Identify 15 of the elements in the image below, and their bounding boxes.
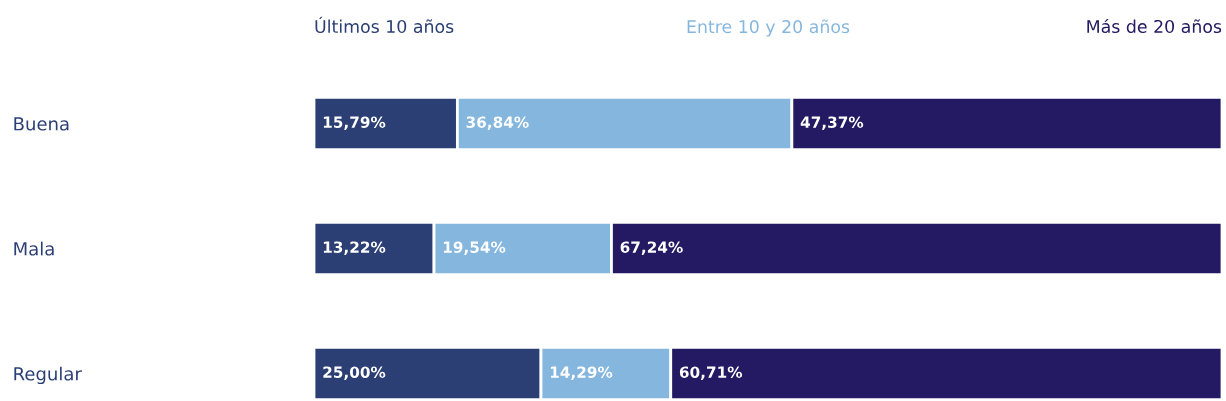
text: Más de 20 años — [1087, 18, 1222, 34]
text: Entre 10 y 20 años — [687, 19, 850, 37]
y-tick-label: Mala — [14, 241, 54, 256]
data-label: 13,22% — [323, 241, 386, 255]
data-label: 60,71% — [679, 366, 743, 380]
y-tick-label: Regular — [14, 366, 82, 385]
data-label: 15,79% — [323, 116, 386, 130]
y-tick-label: Buena — [14, 117, 69, 131]
data-label: 67,24% — [620, 241, 683, 255]
data-label: 14,29% — [550, 366, 613, 380]
data-label: 19,54% — [443, 241, 506, 255]
data-label: 25,00% — [323, 366, 386, 380]
data-label: 47,37% — [800, 116, 864, 130]
data-label: 36,84% — [466, 116, 529, 130]
text: Últimos 10 años — [315, 16, 454, 34]
